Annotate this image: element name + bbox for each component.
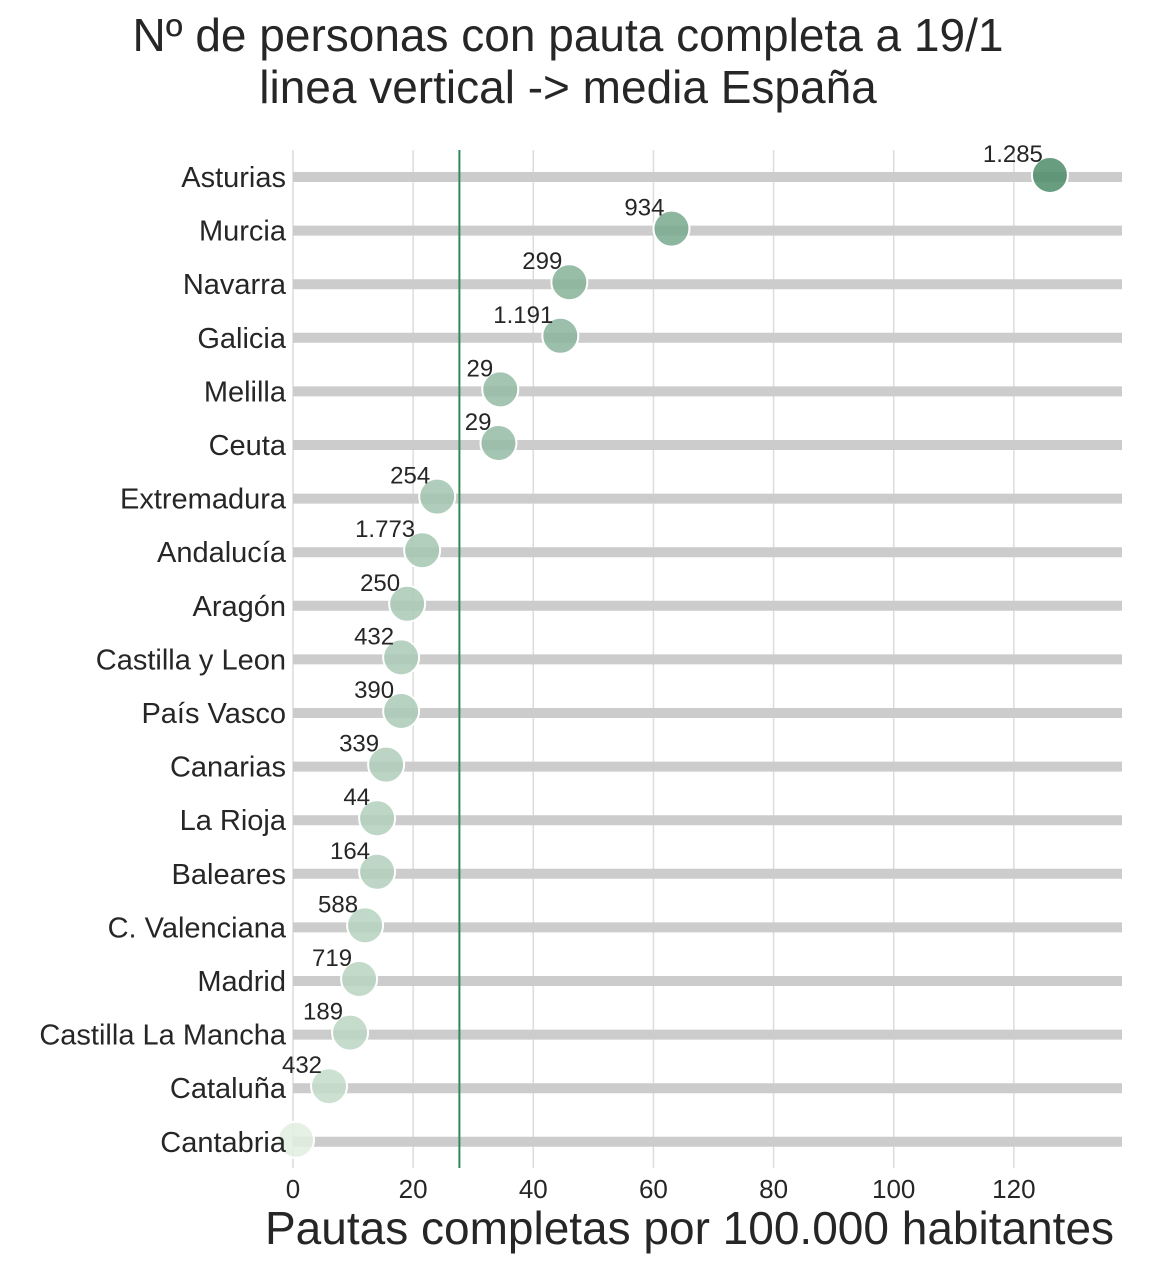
data-label: 1.773 (355, 516, 415, 543)
data-label: 432 (354, 623, 394, 650)
data-point (358, 852, 397, 891)
data-label: 390 (354, 677, 394, 704)
x-tick-label: 100 (872, 1174, 915, 1204)
category-label: Madrid (197, 966, 286, 998)
category-label: Castilla y Leon (96, 644, 286, 676)
data-point (277, 1120, 316, 1159)
data-point (541, 316, 580, 355)
label-layer: 0 20 40 60 80 100 120 Asturias Murcia Navarra Gali… (39, 141, 1043, 1204)
x-axis-title: Pautas completas por 100.000 habitantes (265, 1202, 1115, 1254)
dot-layer (277, 156, 1069, 1159)
x-tick-label: 120 (992, 1174, 1035, 1204)
category-label: Murcia (199, 216, 287, 248)
category-label: La Rioja (180, 805, 287, 837)
x-tick-label: 0 (286, 1174, 300, 1204)
x-tick-label: 60 (639, 1174, 668, 1204)
category-label: Cantabria (160, 1127, 287, 1159)
data-label: 1.285 (983, 141, 1043, 168)
data-label: 44 (343, 784, 370, 811)
data-point (346, 906, 385, 945)
chart-title: Nº de personas con pauta completa a 19/1 (132, 9, 1004, 61)
category-label: Baleares (172, 859, 286, 891)
data-label: 432 (282, 1052, 322, 1079)
data-point (652, 209, 691, 248)
data-label: 29 (465, 409, 492, 436)
data-point (310, 1067, 349, 1106)
data-point (382, 692, 421, 730)
data-point (1030, 156, 1069, 194)
data-point (403, 531, 442, 570)
data-point (331, 1013, 370, 1052)
category-label: Galicia (197, 323, 287, 355)
x-tick-label: 80 (759, 1174, 788, 1204)
category-label: País Vasco (141, 698, 286, 730)
data-label: 1.191 (493, 302, 553, 329)
category-label: Extremadura (120, 484, 287, 516)
stem-layer (293, 172, 1122, 1147)
category-label: Andalucía (157, 537, 287, 569)
category-label: Canarias (170, 752, 286, 784)
data-point (418, 477, 457, 516)
data-label: 250 (360, 570, 400, 597)
data-point (382, 638, 421, 677)
data-point (358, 799, 397, 838)
data-point (479, 424, 518, 462)
data-point (481, 370, 520, 409)
data-label: 164 (330, 838, 370, 865)
data-label: 588 (318, 891, 358, 918)
category-label: Cataluña (170, 1073, 287, 1105)
category-label: Asturias (181, 162, 286, 194)
data-point (550, 263, 589, 302)
data-label: 189 (303, 999, 343, 1026)
data-label: 29 (467, 355, 494, 382)
data-label: 719 (312, 945, 352, 972)
category-label: Aragón (192, 591, 286, 623)
data-point (367, 745, 406, 784)
x-tick-label: 40 (519, 1174, 548, 1204)
data-label: 339 (339, 731, 379, 758)
category-label: Ceuta (209, 430, 287, 462)
category-label: Melilla (204, 376, 287, 408)
chart-subtitle: linea vertical -> media España (259, 61, 877, 113)
data-label: 299 (522, 248, 562, 275)
data-label: 254 (390, 463, 430, 490)
category-label: Castilla La Mancha (39, 1020, 286, 1052)
category-label: Navarra (183, 269, 287, 301)
category-label: C. Valenciana (108, 912, 287, 944)
data-point (340, 960, 379, 998)
data-label: 934 (624, 195, 664, 222)
x-tick-label: 20 (399, 1174, 428, 1204)
data-point (388, 584, 427, 623)
